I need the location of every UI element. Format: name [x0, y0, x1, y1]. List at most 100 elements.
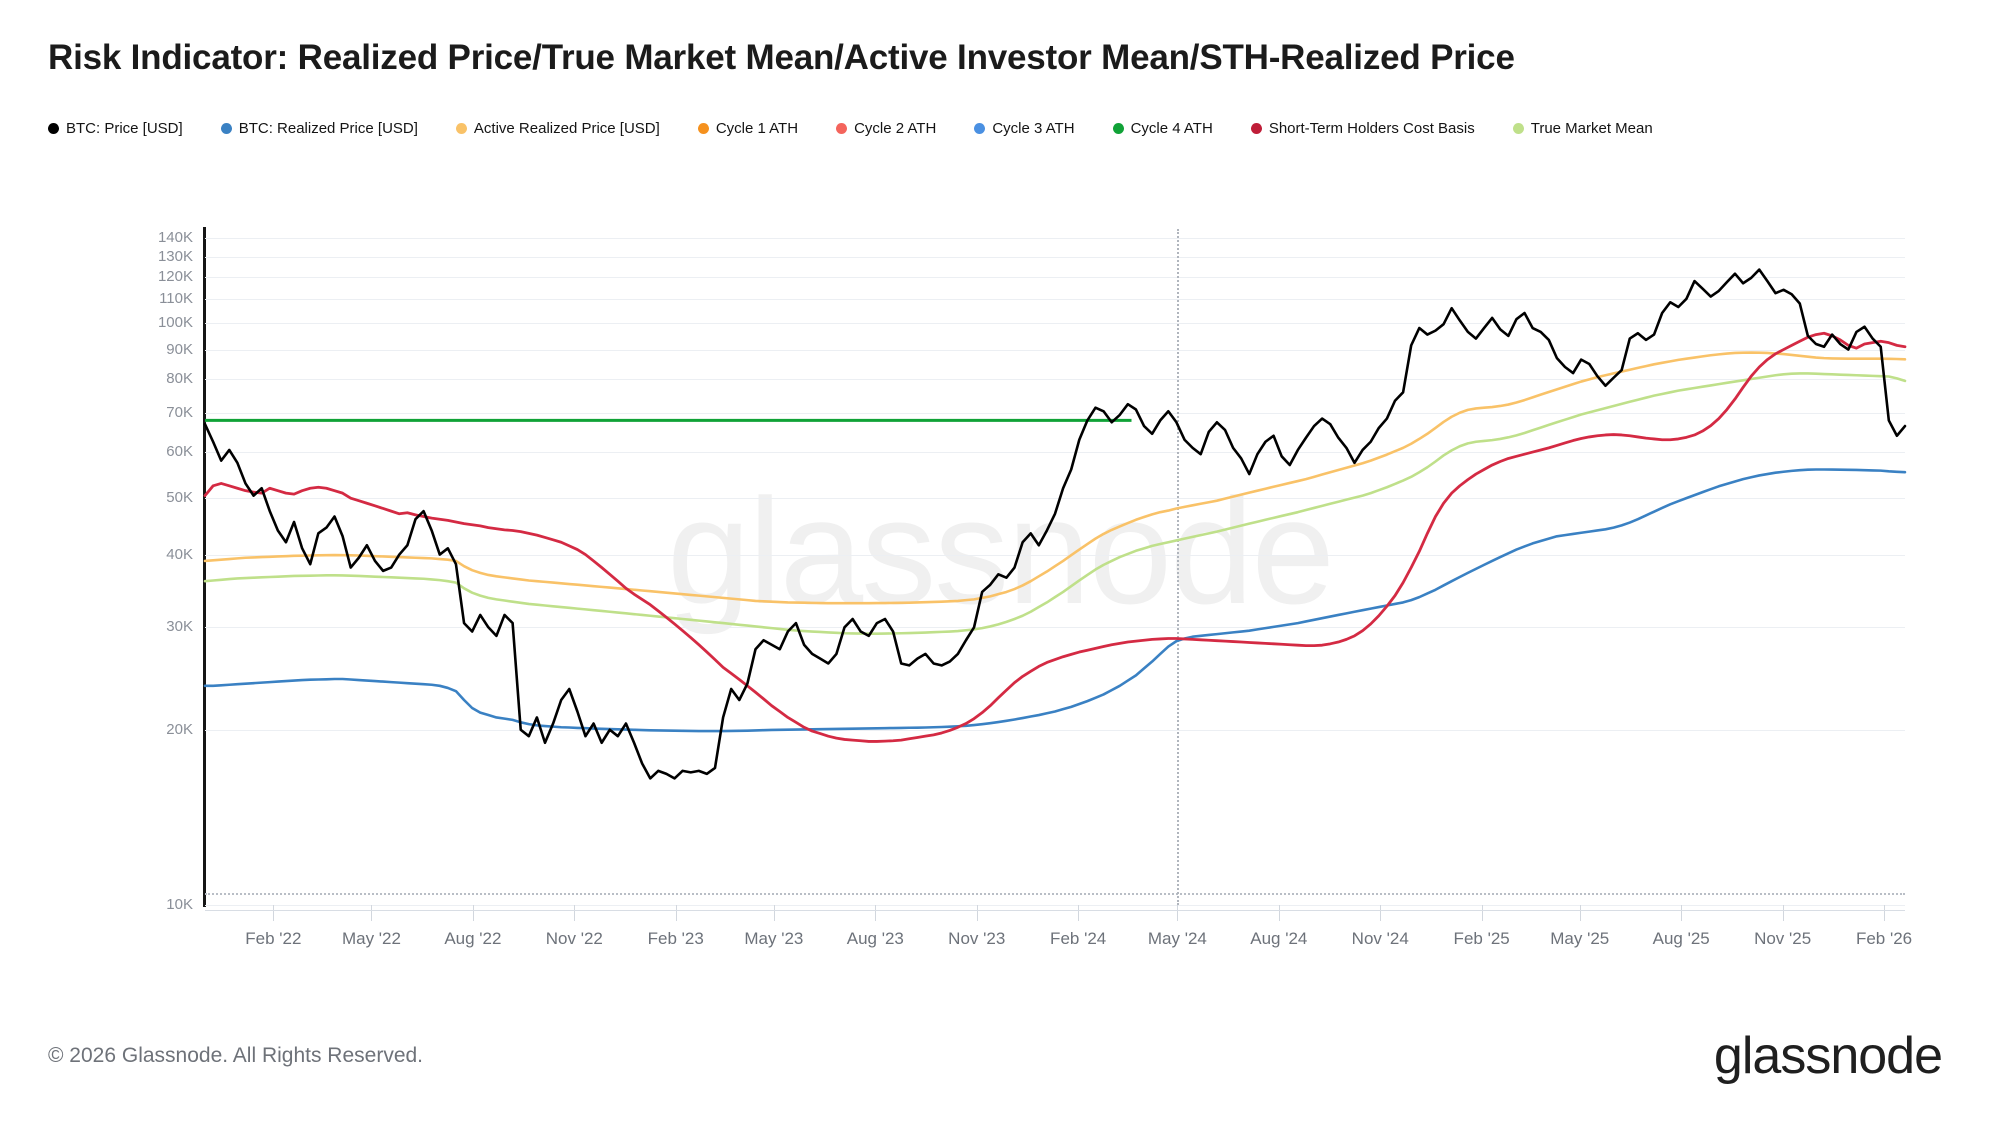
x-axis-tick-label: Nov '24 [1351, 929, 1409, 948]
x-axis-tick-label: Nov '23 [948, 929, 1006, 948]
x-axis-tick-label: Nov '25 [1754, 929, 1812, 948]
x-axis-tick-label: Feb '23 [647, 929, 704, 948]
gridline [205, 627, 1905, 629]
y-axis-tick-label: 130K [157, 247, 193, 265]
legend-dot-icon [220, 123, 232, 134]
x-axis-tick-mark [1884, 905, 1886, 921]
x-axis-tick-mark [273, 905, 275, 921]
legend-item[interactable]: BTC: Price [USD] [48, 121, 183, 136]
x-axis-tick-mark [472, 905, 474, 921]
legend-dot-icon [1112, 123, 1124, 134]
y-axis-tick-label: 140K [157, 228, 193, 246]
y-axis-tick-label: 120K [157, 267, 193, 285]
legend-item-label: Cycle 4 ATH [1130, 120, 1213, 137]
y-axis-tick-label: 70K [166, 404, 193, 422]
x-axis-tick-label: May '22 [341, 929, 401, 948]
gridline [205, 256, 1905, 258]
gridline [205, 298, 1905, 300]
legend-item-label: Short-Term Holders Cost Basis [1268, 120, 1475, 137]
x-axis-tick-mark [1380, 905, 1382, 921]
legend-item[interactable]: Cycle 2 ATH [836, 121, 936, 136]
legend-item-label: Cycle 1 ATH [715, 120, 799, 137]
y-axis-tick-label: 50K [166, 489, 193, 507]
series-line-active-realized-price-usd [203, 351, 1907, 605]
x-axis-tick-label: Feb '24 [1050, 929, 1107, 948]
series-line-btc-price-usd [203, 268, 1907, 780]
x-axis-tick-label: Feb '22 [245, 929, 302, 948]
x-axis-tick-mark [773, 905, 775, 921]
legend-item-label: True Market Mean [1530, 120, 1653, 137]
legend-item[interactable]: Cycle 1 ATH [697, 120, 799, 137]
footer-divider [0, 995, 2000, 996]
gridline [205, 379, 1905, 381]
y-axis-tick-label: 110K [159, 289, 193, 307]
legend-item[interactable]: True Market Mean [1512, 120, 1653, 137]
x-axis-tick-label: Aug '22 [444, 929, 502, 948]
legend-item-label: Cycle 2 ATH [854, 120, 937, 137]
legend-item-label: Active Realized Price [USD] [473, 120, 660, 137]
page-title: Risk Indicator: Realized Price/True Mark… [48, 38, 1515, 77]
gridline [205, 554, 1905, 556]
x-axis-tick-label: Aug '23 [846, 929, 904, 948]
legend-dot-icon [974, 123, 986, 134]
x-axis-tick-label: May '25 [1550, 929, 1610, 948]
gridline [205, 349, 1905, 351]
gridline [205, 322, 1905, 324]
x-axis-tick-mark [574, 905, 576, 921]
x-axis-tick-mark [371, 905, 373, 921]
x-axis-tick-label: Feb '26 [1855, 929, 1913, 948]
x-axis-tick-mark [675, 905, 677, 921]
legend-dot-icon [1250, 123, 1262, 134]
legend-item-label: BTC: Realized Price [USD] [238, 120, 418, 137]
y-axis-spine [203, 227, 206, 907]
x-axis-tick-mark [1278, 905, 1280, 921]
x-axis-tick-mark [976, 905, 978, 921]
vertical-marker-line [1177, 229, 1180, 905]
glassnode-logo: glassnode [1713, 1027, 1943, 1085]
legend-item[interactable]: Short-Term Holders Cost Basis [1250, 120, 1475, 137]
legend-item[interactable]: BTC: Realized Price [USD] [220, 120, 418, 137]
y-axis-tick-label: 60K [166, 443, 193, 461]
plot-wrapper: glassnode Feb '22 May '22 Aug '22 Nov '22 Fe… [0, 165, 2000, 965]
legend-dot-icon [836, 123, 848, 134]
y-axis-tick-label: 90K [166, 340, 193, 358]
chart-legend: BTC: Price [USD] BTC: Realized Price [USD… [48, 121, 1653, 136]
legend-item-label: Cycle 3 ATH [992, 120, 1075, 137]
legend-item[interactable]: Active Realized Price [USD] [455, 120, 660, 137]
x-axis-tick-label: Feb '25 [1453, 929, 1510, 948]
legend-item-label: BTC: Price [USD] [66, 120, 183, 137]
x-axis-tick-mark [875, 905, 877, 921]
lower-bound-dotted-line [205, 892, 1905, 895]
y-axis-tick-label: 80K [166, 370, 193, 388]
series-line-true-market-mean [203, 372, 1907, 635]
gridline [205, 498, 1905, 500]
x-axis-tick-label: Aug '25 [1652, 929, 1710, 948]
x-axis-baseline [205, 910, 1905, 911]
x-axis-tick-label: May '24 [1147, 929, 1207, 948]
y-axis-tick-label: 10K [166, 896, 193, 913]
y-axis-tick-label: 30K [166, 618, 193, 636]
gridline [205, 905, 1905, 906]
gridline [205, 413, 1905, 415]
x-axis-tick-mark [1681, 905, 1683, 921]
series-line-short-term-holders-cost-basis [203, 331, 1907, 743]
legend-dot-icon [48, 123, 59, 134]
gridline [205, 237, 1905, 239]
y-axis-tick-label: 100K [157, 313, 193, 331]
y-axis-tick-label: 40K [166, 545, 193, 563]
legend-dot-icon [697, 123, 709, 134]
x-axis-tick-mark [1579, 905, 1581, 921]
series-group [203, 268, 1907, 780]
x-axis-tick-label: Aug '24 [1250, 929, 1308, 948]
plot-area: Feb '22 May '22 Aug '22 Nov '22 Feb '23 May '… [203, 229, 1912, 948]
y-axis-tick-label: 20K [166, 720, 193, 738]
x-axis-tick-mark [1782, 905, 1784, 921]
legend-dot-icon [1512, 123, 1524, 134]
legend-item[interactable]: Cycle 3 ATH [974, 120, 1075, 137]
gridline [205, 276, 1905, 278]
x-axis-tick-mark [1078, 905, 1080, 921]
legend-dot-icon [455, 123, 467, 134]
copyright-text: © 2026 Glassnode. All Rights Reserved. [48, 1044, 424, 1067]
legend-item[interactable]: Cycle 4 ATH [1112, 120, 1213, 137]
